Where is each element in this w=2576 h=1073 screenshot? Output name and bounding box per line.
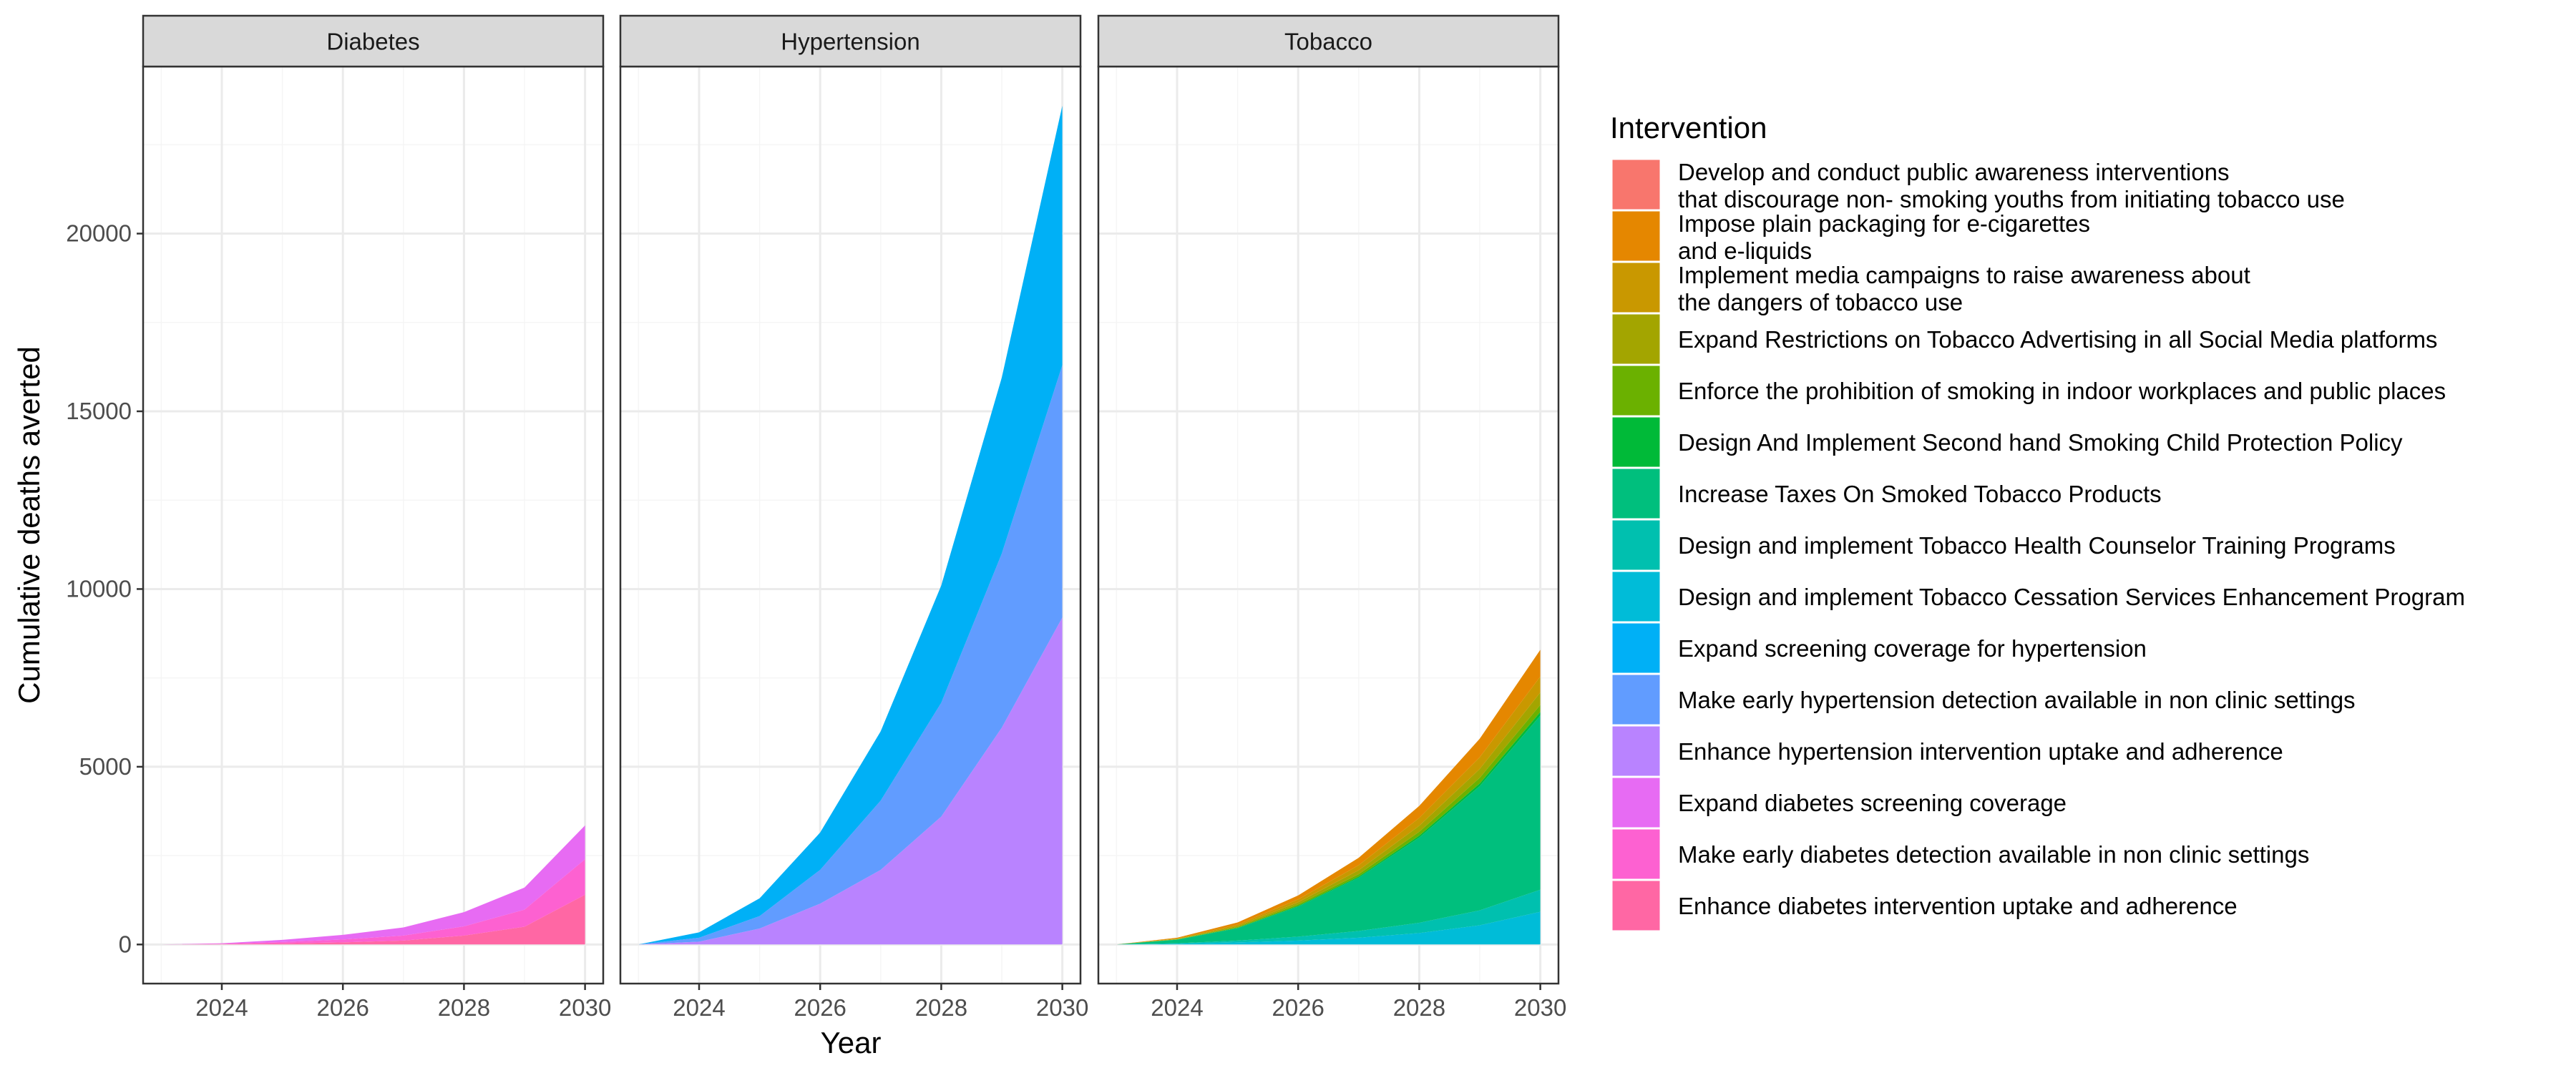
legend-label: Make early diabetes detection available … [1678,841,2309,868]
legend: Intervention Develop and conduct public a… [1610,111,2465,933]
legend-item: Enforce the prohibition of smoking in in… [1610,363,2446,418]
legend-title: Intervention [1610,111,1767,144]
axes: 2024 2026 2028 2030 2024 2026 2028 2030 2024 2026… [12,220,1566,1059]
legend-key-swatch [1610,260,1662,315]
legend-key-swatch [1610,569,1662,624]
x-tick-label: 2028 [1393,994,1445,1021]
legend-label: Develop and conduct public awareness int… [1678,159,2229,185]
legend-label: the dangers of tobacco use [1678,289,1963,315]
area-diabetes-enhance-diabetes-intervention-uptake-and-adherence [161,894,585,945]
y-tick-label: 10000 [66,575,132,602]
legend-key-swatch [1610,672,1662,727]
x-tick-label: 2028 [915,994,967,1021]
y-tick-label: 5000 [79,753,132,780]
legend-label: Enhance hypertension intervention uptake… [1678,738,2283,765]
facet-strip [142,14,605,68]
facet-strip-label: Hypertension [781,29,919,55]
legend-label: Design and implement Tobacco Cessation S… [1678,584,2465,610]
facet-hypertension: Hypertension [619,14,1082,985]
legend-key-swatch [1610,827,1662,881]
legend-key-swatch [1610,312,1662,366]
legend-key-swatch [1610,518,1662,572]
legend-item: Design and implement Tobacco Cessation S… [1610,569,2465,624]
legend-key-swatch [1610,209,1662,263]
x-tick-label: 2024 [195,994,248,1021]
legend-label: Expand Restrictions on Tobacco Advertisi… [1678,326,2437,353]
legend-label: Expand screening coverage for hypertensi… [1678,635,2147,662]
legend-label: that discourage non- smoking youths from… [1678,186,2345,212]
y-tick-label: 20000 [66,220,132,247]
legend-item: Design and implement Tobacco Health Coun… [1610,518,2396,572]
legend-key-swatch [1610,363,1662,418]
x-tick-label: 2026 [794,994,846,1021]
legend-label: Impose plain packaging for e-cigarettes [1678,210,2090,237]
legend-key-swatch [1610,724,1662,778]
area-hypertension-make-early-hypertension-detection-available-in-non-clinic-settings [638,365,1063,945]
legend-label: Make early hypertension detection availa… [1678,687,2356,713]
facet-strip-label: Tobacco [1284,29,1372,55]
x-tick-label: 2028 [438,994,490,1021]
legend-item: Expand Restrictions on Tobacco Advertisi… [1610,312,2437,366]
y-tick-label: 15000 [66,398,132,424]
panel-background [143,67,603,984]
facet-strip-label: Diabetes [326,29,419,55]
facet-diabetes: Diabetes [142,14,605,985]
legend-label: Enhance diabetes intervention uptake and… [1678,893,2238,919]
x-tick-label: 2024 [673,994,725,1021]
legend-item: Impose plain packaging for e-cigarettesa… [1610,209,2090,264]
area-hypertension-enhance-hypertension-intervention-uptake-and-adherence [638,617,1063,945]
x-tick-label: 2030 [559,994,611,1021]
legend-label: Enforce the prohibition of smoking in in… [1678,378,2446,404]
area-diabetes-expand-diabetes-screening-coverage [161,825,585,945]
legend-key-swatch [1610,878,1662,933]
area-tobacco-design-and-implement-tobacco-health-counselor-training-programs [1116,889,1541,945]
facet-panels: Diabetes Hypertension Tobacco [142,14,1560,985]
legend-item: Increase Taxes On Smoked Tobacco Product… [1610,466,2162,521]
x-tick-label: 2030 [1036,994,1088,1021]
area-diabetes-make-early-diabetes-detection-available-in-non-clinic-settings [161,859,585,945]
facet-tobacco: Tobacco [1097,14,1560,985]
x-tick-label: 2024 [1151,994,1203,1021]
legend-label: Design And Implement Second hand Smoking… [1678,429,2403,456]
legend-key-swatch [1610,415,1662,469]
legend-label: Expand diabetes screening coverage [1678,790,2067,816]
x-tick-label: 2030 [1514,994,1566,1021]
x-axis-title: Year [821,1026,882,1059]
legend-label: Increase Taxes On Smoked Tobacco Product… [1678,481,2162,507]
legend-label: Implement media campaigns to raise aware… [1678,262,2250,288]
legend-key-swatch [1610,775,1662,830]
legend-key-swatch [1610,157,1662,212]
area-hypertension-expand-screening-coverage-for-hypertension [638,105,1063,945]
facet-strip [619,14,1082,68]
facet-strip [1097,14,1560,68]
y-axis-title: Cumulative deaths averted [12,346,46,704]
area-tobacco-design-and-implement-tobacco-cessation-services-enhancement-program [1116,911,1541,945]
x-tick-label: 2026 [316,994,369,1021]
legend-item: Design And Implement Second hand Smoking… [1610,415,2403,469]
y-tick-label: 0 [119,931,132,957]
legend-item: Enhance hypertension intervention uptake… [1610,724,2283,778]
legend-item: Implement media campaigns to raise aware… [1610,260,2250,315]
area-tobacco-increase-taxes-on-smoked-tobacco-products [1116,715,1541,945]
legend-key-swatch [1610,621,1662,675]
legend-item: Make early hypertension detection availa… [1610,672,2356,727]
x-tick-label: 2026 [1272,994,1324,1021]
legend-item: Expand screening coverage for hypertensi… [1610,621,2147,675]
legend-label: Design and implement Tobacco Health Coun… [1678,532,2396,559]
legend-item: Develop and conduct public awareness int… [1610,157,2345,212]
legend-label: and e-liquids [1678,237,1812,264]
legend-item: Make early diabetes detection available … [1610,827,2309,881]
legend-key-swatch [1610,466,1662,521]
legend-item: Enhance diabetes intervention uptake and… [1610,878,2238,933]
